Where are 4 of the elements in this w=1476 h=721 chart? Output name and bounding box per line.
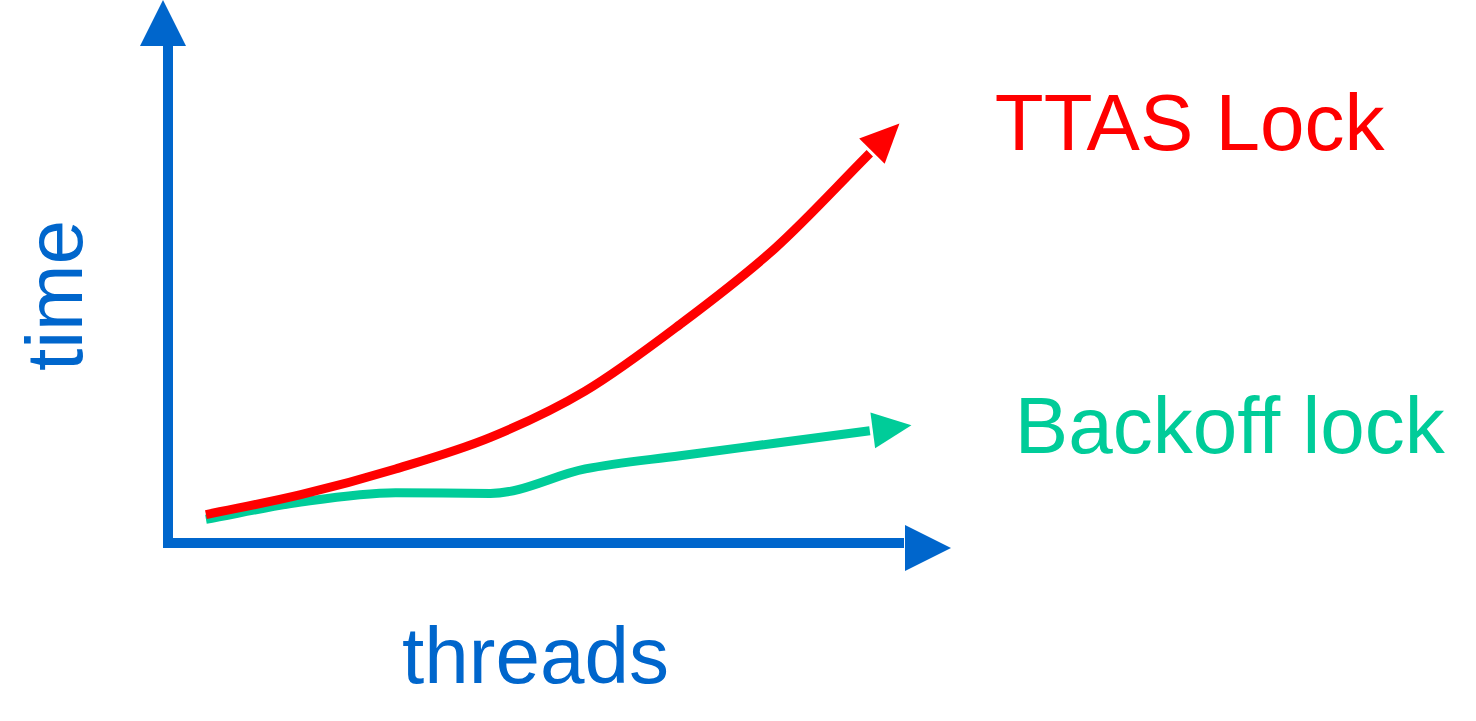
y-axis-title: time <box>10 219 100 372</box>
x-axis-title: threads <box>402 611 669 701</box>
legend-label: Backoff lock <box>1014 380 1446 470</box>
legend-label: TTAS Lock <box>994 78 1386 168</box>
